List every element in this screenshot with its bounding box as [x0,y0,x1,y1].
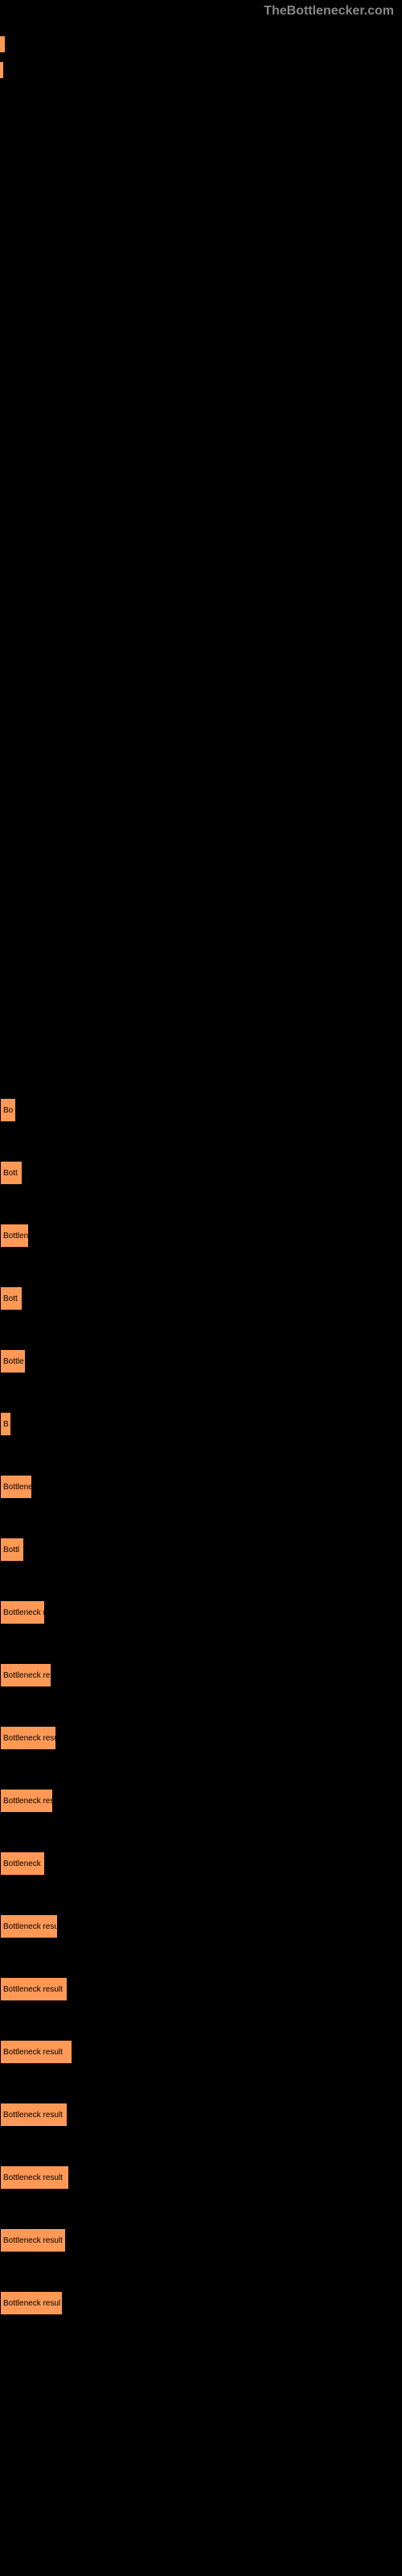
bottleneck-bar: Bott [0,1161,23,1185]
top-bar-1 [0,36,5,52]
bar-row: Bott [0,1161,402,1185]
bar-row: B [0,1412,402,1436]
bottleneck-bar: Bottleneck result [0,2103,68,2127]
bar-row: Bottl [0,1538,402,1562]
bar-row: Bottleneck result [0,2228,402,2252]
bottleneck-bar: Bottleneck res [0,1789,53,1813]
bottleneck-bar: Bottl [0,1538,24,1562]
bottleneck-bar: Bottleneck result [0,1977,68,2001]
bar-row: Bott [0,1286,402,1311]
top-bar-2 [0,62,3,78]
bottleneck-bar: Bottleneck resul [0,2291,63,2315]
bar-row: Bottleneck r [0,1600,402,1624]
bottleneck-bar: B [0,1412,11,1436]
bar-row: Bottleneck resu [0,1726,402,1750]
bottleneck-bar: Bottleneck resu [0,1914,58,1938]
site-header: TheBottlenecker.com [0,0,402,23]
bottleneck-bar: Bottleneck result [0,2040,72,2064]
bottleneck-bar: Bottlen [0,1224,29,1248]
bar-row: Bottle [0,1349,402,1373]
bottleneck-chart: Bo Bott Bottlen Bott Bottle B Bottlene Bottl Bot… [0,1098,402,2370]
bar-row: Bottleneck result [0,1977,402,2001]
bar-row: Bottleneck [0,1852,402,1876]
bar-row: Bottlen [0,1224,402,1248]
bar-row: Bottleneck resu [0,1914,402,1938]
bottleneck-bar: Bottle [0,1349,26,1373]
bottleneck-bar: Bott [0,1286,23,1311]
bottleneck-bar: Bo [0,1098,16,1122]
bar-row: Bottleneck resul [0,2291,402,2315]
bottleneck-bar: Bottleneck re [0,1663,51,1687]
bottleneck-bar: Bottlene [0,1475,32,1499]
bottleneck-bar: Bottleneck resu [0,1726,56,1750]
bar-row: Bottleneck result [0,2103,402,2127]
bar-row: Bottleneck result [0,2040,402,2064]
bottleneck-bar: Bottleneck result [0,2228,66,2252]
bottleneck-bar: Bottleneck r [0,1600,45,1624]
bar-row: Bo [0,1098,402,1122]
bar-row: Bottlene [0,1475,402,1499]
bar-row: Bottleneck res [0,1789,402,1813]
bottleneck-bar: Bottleneck [0,1852,45,1876]
bar-row: Bottleneck re [0,1663,402,1687]
bottleneck-bar: Bottleneck result [0,2165,69,2190]
bar-row: Bottleneck result [0,2165,402,2190]
top-bars-section [0,23,402,92]
